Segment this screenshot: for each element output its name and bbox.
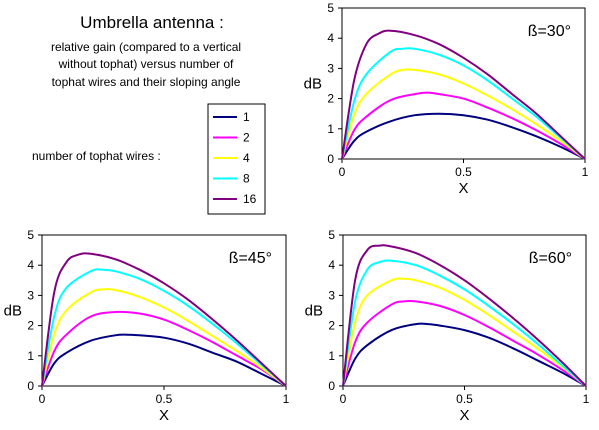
- y-tick-label: 4: [27, 258, 34, 272]
- series-line-16: [342, 244, 587, 387]
- y-tick-label: 5: [27, 228, 34, 242]
- series-line-4: [342, 277, 587, 387]
- x-tick-label: 1: [283, 392, 290, 406]
- legend-label: 1: [243, 110, 250, 124]
- y-axis-label: dB: [304, 76, 322, 93]
- x-tick-label: 0.5: [156, 392, 173, 406]
- y-tick-label: 3: [328, 288, 335, 302]
- series-line-8: [342, 259, 587, 387]
- y-tick-label: 4: [328, 258, 335, 272]
- series-line-1: [41, 333, 287, 387]
- y-tick-label: 5: [328, 228, 335, 242]
- legend-entry: 8: [213, 172, 250, 186]
- y-tick-label: 3: [27, 288, 34, 302]
- legend-label: 16: [243, 192, 257, 206]
- x-tick-label: 0: [340, 392, 347, 406]
- y-tick-label: 0: [327, 152, 334, 166]
- x-tick-label: 0.5: [455, 165, 472, 179]
- beta-annotation: ß=45°: [229, 250, 272, 267]
- beta-annotation: ß=60°: [529, 250, 572, 267]
- x-tick-label: 0: [339, 165, 346, 179]
- y-tick-label: 2: [328, 319, 335, 333]
- y-axis-label: dB: [4, 303, 22, 320]
- plot-panel: 0 1 2 3 4 5 0 0.5 1 XdB ß=60°: [305, 228, 590, 424]
- y-tick-label: 2: [327, 92, 334, 106]
- legend-caption: number of tophat wires :: [32, 149, 161, 163]
- y-tick-label: 0: [27, 379, 34, 393]
- plot-panel: 0 1 2 3 4 5 0 0.5 1 XdB ß=30°: [304, 1, 589, 197]
- legend-label: 8: [243, 172, 250, 186]
- series-line-16: [41, 252, 287, 387]
- x-axis-label: X: [459, 407, 469, 424]
- legend-entry: 4: [213, 151, 250, 165]
- series-line-8: [41, 268, 287, 387]
- legend: 1 2 4 8 16: [207, 103, 266, 215]
- legend-label: 2: [243, 131, 250, 145]
- legend-entry: 2: [213, 131, 250, 145]
- figure-subtitle-line-3: tophat wires and their sloping angle: [52, 75, 241, 89]
- y-tick-label: 2: [27, 319, 34, 333]
- series-line-8: [341, 47, 586, 160]
- series-line-1: [342, 322, 587, 387]
- y-tick-label: 5: [327, 1, 334, 15]
- x-tick-label: 1: [582, 165, 589, 179]
- x-tick-label: 1: [583, 392, 590, 406]
- y-tick-label: 1: [27, 349, 34, 363]
- legend-entry: 1: [213, 110, 250, 124]
- x-tick-label: 0: [39, 392, 46, 406]
- y-axis-label: dB: [305, 303, 323, 320]
- figure-subtitle-line-2: without tophat) versus number of: [58, 57, 234, 71]
- figure-subtitle-line-1: relative gain (compared to a vertical: [51, 40, 241, 54]
- x-tick-label: 0.5: [456, 392, 473, 406]
- series-line-16: [341, 29, 586, 160]
- series-line-4: [341, 68, 586, 160]
- y-tick-label: 3: [327, 61, 334, 75]
- series-line-2: [341, 91, 586, 160]
- y-tick-label: 0: [328, 379, 335, 393]
- series-line-2: [342, 299, 587, 387]
- plot-panel: 0 1 2 3 4 5 0 0.5 1 XdB ß=45°: [4, 228, 290, 424]
- series-line-2: [41, 310, 287, 387]
- x-axis-label: X: [458, 180, 468, 197]
- series-line-4: [41, 288, 287, 387]
- y-tick-label: 1: [328, 349, 335, 363]
- y-tick-label: 1: [327, 122, 334, 136]
- beta-annotation: ß=30°: [528, 23, 571, 40]
- figure-title: Umbrella antenna :: [80, 13, 224, 32]
- legend-label: 4: [243, 151, 250, 165]
- y-tick-label: 4: [327, 31, 334, 45]
- legend-entry: 16: [213, 192, 257, 206]
- series-line-1: [341, 112, 586, 160]
- x-axis-label: X: [159, 407, 169, 424]
